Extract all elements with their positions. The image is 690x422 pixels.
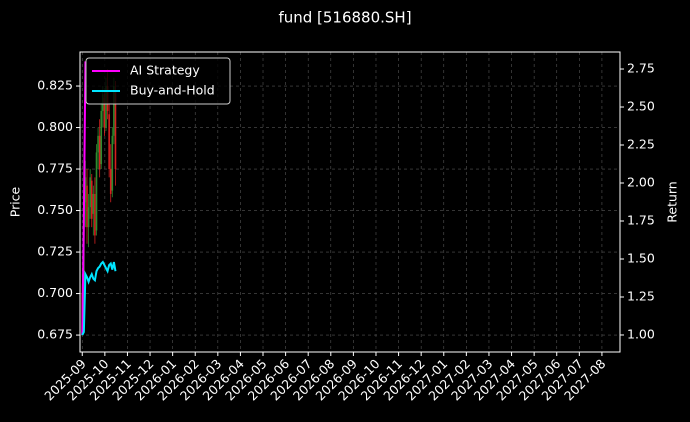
candle-body bbox=[94, 193, 96, 236]
candle-body bbox=[92, 193, 95, 214]
y2-tick-label: 2.00 bbox=[627, 175, 655, 190]
chart-title: fund [516880.SH] bbox=[278, 9, 411, 27]
candle-body bbox=[89, 177, 91, 208]
y2-tick-label: 1.50 bbox=[627, 250, 655, 265]
candle-body bbox=[95, 152, 98, 231]
candle-body bbox=[111, 135, 114, 191]
candle-body bbox=[100, 110, 103, 165]
candle-body bbox=[108, 114, 110, 170]
candle-body bbox=[84, 177, 87, 203]
legend-label: AI Strategy bbox=[130, 63, 200, 78]
y-tick-label: 0.750 bbox=[37, 202, 73, 217]
axes-frame bbox=[79, 51, 621, 353]
y-tick-label: 0.725 bbox=[37, 244, 73, 259]
series-line bbox=[81, 61, 87, 335]
candle-body bbox=[103, 97, 106, 128]
y-tick-label: 0.675 bbox=[37, 327, 73, 342]
y2-tick-label: 1.25 bbox=[627, 288, 655, 303]
candle-body bbox=[105, 86, 107, 128]
y2-tick-label: 1.75 bbox=[627, 212, 655, 227]
candle-body bbox=[86, 185, 88, 228]
candle-body bbox=[109, 169, 112, 194]
candle-body bbox=[114, 91, 117, 170]
y-axis-label: Price bbox=[8, 186, 23, 217]
legend: AI Strategy Buy-and-Hold bbox=[85, 57, 231, 105]
y2-axis-label: Return bbox=[665, 181, 680, 222]
y-tick-label: 0.825 bbox=[37, 78, 73, 93]
y-tick-label: 0.775 bbox=[37, 161, 73, 176]
candle-body bbox=[87, 207, 90, 228]
candle-body bbox=[97, 135, 99, 153]
y-tick-label: 0.800 bbox=[37, 119, 73, 134]
candle-body bbox=[90, 180, 93, 219]
series-line bbox=[81, 260, 117, 336]
y2-tick-label: 2.25 bbox=[627, 137, 655, 152]
candle-body bbox=[113, 86, 115, 136]
legend-box bbox=[85, 57, 231, 105]
y-tick-label: 0.700 bbox=[37, 285, 73, 300]
y2-tick-label: 2.50 bbox=[627, 99, 655, 114]
y2-tick-label: 2.75 bbox=[627, 61, 655, 76]
legend-label: Buy-and-Hold bbox=[130, 83, 215, 98]
candle-body bbox=[98, 135, 101, 170]
y2-tick-label: 1.00 bbox=[627, 326, 655, 341]
